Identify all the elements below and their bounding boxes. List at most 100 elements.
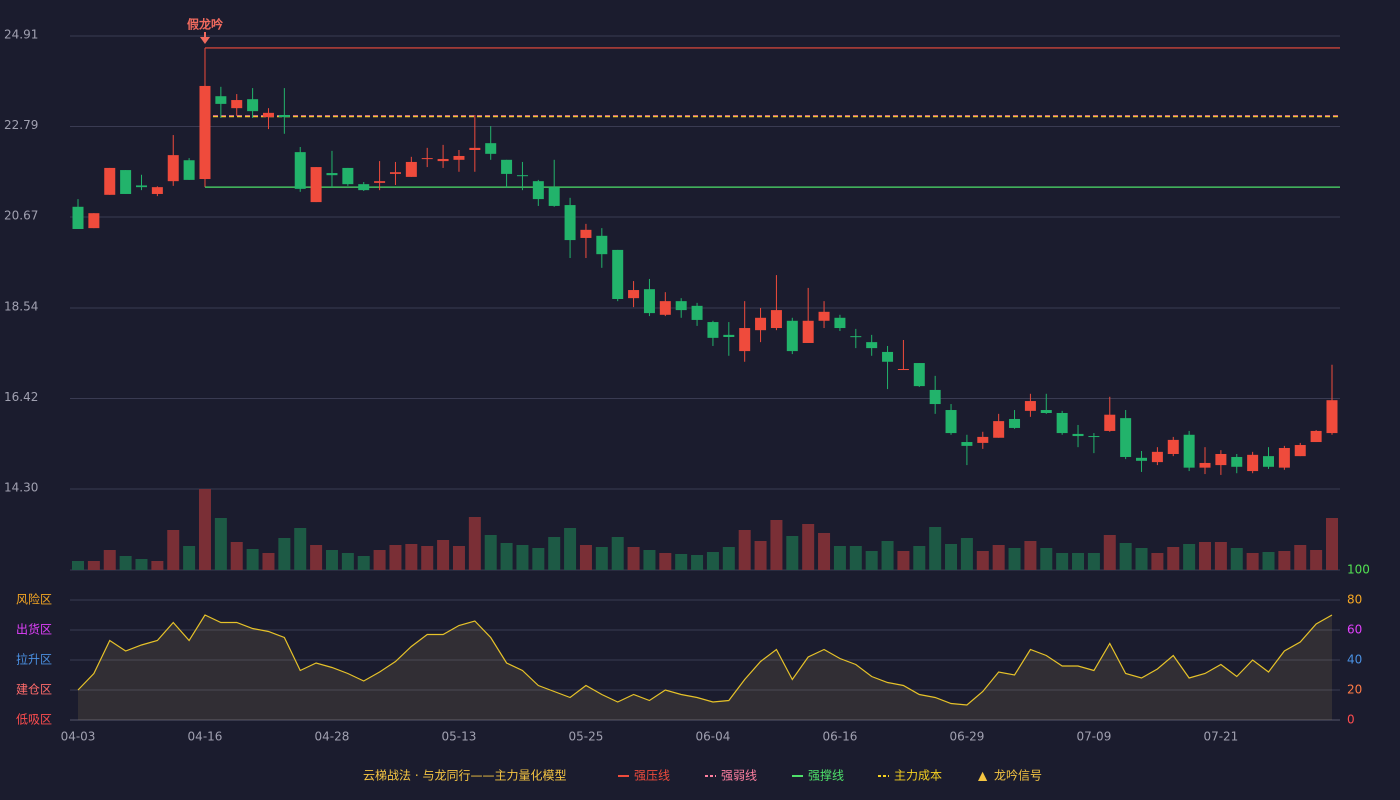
candle-body (1056, 413, 1068, 434)
volume-bar (945, 544, 958, 570)
indicator-line (77, 614, 1333, 706)
zone-label: 建仓区 (16, 683, 52, 697)
candle-body (1310, 430, 1322, 443)
volume-bar (1103, 535, 1116, 570)
legend-label: 龙吟信号 (994, 768, 1042, 783)
volume-bar (484, 535, 497, 570)
volume-bar (405, 544, 418, 570)
y-tick-label: 18.54 (4, 299, 38, 313)
volume-bar (548, 537, 561, 570)
indicator-tick-label: 60 (1347, 623, 1362, 637)
y-tick-label: 14.30 (4, 481, 38, 495)
volume-bar (468, 517, 481, 570)
candle-body (358, 184, 370, 191)
candle-body (1072, 433, 1084, 437)
volume-bar (437, 540, 450, 570)
candle-body (453, 155, 465, 160)
candle-body (405, 161, 417, 177)
volume-bar (1087, 553, 1100, 570)
volume-bar (691, 555, 704, 570)
volume-bar (1056, 553, 1069, 570)
candle-body (151, 187, 163, 194)
volume-bar (564, 528, 577, 570)
x-tick-label: 07-21 (1203, 730, 1238, 744)
candle-body (755, 317, 767, 331)
candle-body (1040, 410, 1052, 414)
volume-bar (595, 547, 608, 570)
candle-body (691, 305, 703, 320)
y-tick-label: 22.79 (4, 118, 38, 132)
volume-bar (87, 561, 100, 570)
candle-body (374, 181, 386, 183)
candle-body (262, 112, 274, 118)
x-tick-label: 06-16 (822, 730, 857, 744)
candle-body (294, 152, 306, 189)
indicator-area (78, 615, 1332, 720)
candle-body (770, 310, 782, 329)
candle-body (183, 160, 195, 180)
candle-body (929, 389, 941, 405)
candle-body (1088, 436, 1100, 438)
volume-bar (1294, 545, 1307, 570)
volume-bar (500, 543, 513, 570)
x-tick-label: 04-16 (188, 730, 223, 744)
candle-body (421, 158, 433, 160)
volume-bar (1040, 548, 1053, 570)
legend-label: 强撑线 (808, 768, 844, 783)
candle-body (72, 206, 84, 229)
volume-bar (389, 545, 402, 570)
volume-bar (786, 536, 799, 570)
volume-bar (833, 546, 846, 570)
volume-bar (675, 554, 688, 570)
volume-bar (230, 542, 243, 570)
volume-bar (103, 550, 116, 570)
candle-body (834, 317, 846, 329)
candle-body (199, 85, 211, 180)
annotation: 假龙吟 (187, 17, 223, 32)
candle-body (1278, 448, 1290, 468)
volume-bar (722, 547, 735, 570)
candle-body (1231, 456, 1243, 467)
volume-bar (818, 533, 831, 570)
candle-body (278, 114, 290, 118)
candle-body (580, 229, 592, 238)
volume-bar (262, 553, 275, 570)
candle-body (707, 322, 719, 338)
y-tick-label: 20.67 (4, 209, 38, 223)
candle-body (659, 301, 671, 315)
candle-body (945, 410, 957, 434)
candle-body (961, 442, 973, 446)
candle-body (1183, 434, 1195, 468)
volume-bar (452, 546, 465, 570)
volume-bar (135, 559, 148, 570)
candle-body (786, 320, 798, 352)
volume-bar (960, 538, 973, 570)
volume-bar (278, 538, 291, 570)
candle-body (1120, 418, 1132, 457)
candle-body (342, 167, 354, 185)
volume-bar (325, 550, 338, 570)
volume-bar (167, 530, 180, 570)
volume-bar (659, 553, 672, 570)
x-tick-label: 06-29 (949, 730, 984, 744)
volume-bar (1246, 553, 1259, 570)
candle-body (564, 205, 576, 241)
volume-bar (865, 551, 878, 570)
candle-body (739, 328, 751, 352)
candle-body (1024, 401, 1036, 411)
volume-bar (913, 546, 926, 570)
volume-bar (246, 549, 259, 570)
volume-bar (1278, 551, 1291, 570)
candle-body (1199, 462, 1211, 468)
volume-bar (579, 545, 592, 570)
volume-bar (532, 548, 545, 570)
volume-bar (1135, 548, 1148, 570)
candle-body (596, 235, 608, 255)
volume-bar (706, 552, 719, 570)
candle-body (1136, 457, 1148, 461)
volume-bar (119, 556, 132, 570)
volume-bar (738, 530, 751, 570)
volume-bar (802, 524, 815, 570)
volume-bar (72, 561, 84, 570)
candle-body (516, 175, 528, 177)
